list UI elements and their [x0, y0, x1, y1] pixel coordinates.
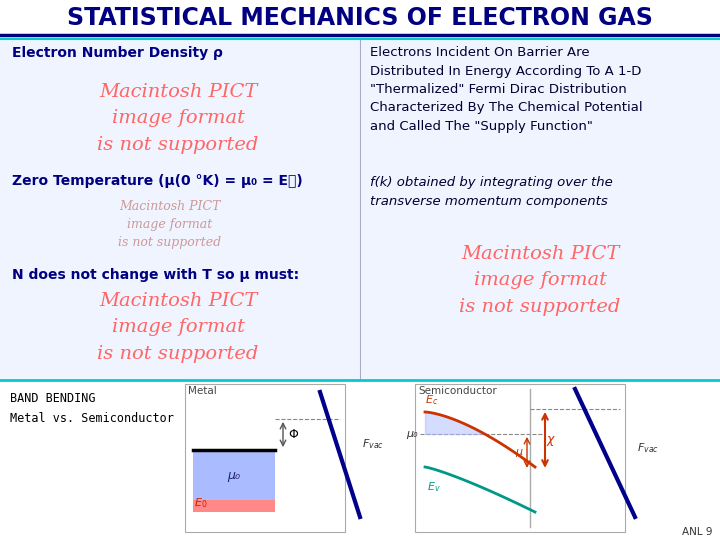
Text: $F_{vac}$: $F_{vac}$ — [637, 441, 659, 455]
Text: $E_v$: $E_v$ — [427, 480, 441, 494]
Text: Macintosh PICT
image format
is not supported: Macintosh PICT image format is not suppo… — [97, 83, 258, 154]
Text: μ: μ — [515, 448, 522, 457]
Text: ANL 9: ANL 9 — [682, 527, 712, 537]
Text: μ₀: μ₀ — [228, 469, 240, 482]
Bar — [185, 384, 345, 532]
Text: μ₀: μ₀ — [406, 429, 418, 439]
Bar — [415, 384, 625, 532]
Text: N does not change with T so μ must:: N does not change with T so μ must: — [12, 268, 299, 282]
Bar — [360, 40, 720, 380]
Text: χ: χ — [547, 434, 554, 447]
Text: Metal: Metal — [188, 386, 217, 396]
Text: Zero Temperature (μ(0 °K) = μ₀ = E₟): Zero Temperature (μ(0 °K) = μ₀ = E₟) — [12, 174, 302, 188]
Text: Φ: Φ — [288, 428, 298, 441]
Bar — [193, 500, 275, 512]
Text: $E_0$: $E_0$ — [194, 496, 207, 510]
Text: Macintosh PICT
image format
is not supported: Macintosh PICT image format is not suppo… — [459, 245, 621, 316]
Text: Macintosh PICT
image format
is not supported: Macintosh PICT image format is not suppo… — [97, 292, 258, 363]
Text: $E_c$: $E_c$ — [425, 393, 438, 407]
Text: Electron Number Density ρ: Electron Number Density ρ — [12, 46, 223, 60]
Bar — [0, 40, 360, 380]
Text: STATISTICAL MECHANICS OF ELECTRON GAS: STATISTICAL MECHANICS OF ELECTRON GAS — [67, 6, 653, 30]
Bar — [193, 450, 275, 500]
Text: $F_{vac}$: $F_{vac}$ — [362, 437, 384, 451]
Text: Macintosh PICT
image format
is not supported: Macintosh PICT image format is not suppo… — [118, 200, 222, 249]
Text: Semiconductor: Semiconductor — [418, 386, 497, 396]
Text: Electrons Incident On Barrier Are
Distributed In Energy According To A 1-D
"Ther: Electrons Incident On Barrier Are Distri… — [370, 46, 643, 133]
Text: BAND BENDING
Metal vs. Semiconductor: BAND BENDING Metal vs. Semiconductor — [10, 392, 174, 425]
Text: f(k) obtained by integrating over the
transverse momentum components: f(k) obtained by integrating over the tr… — [370, 176, 613, 207]
